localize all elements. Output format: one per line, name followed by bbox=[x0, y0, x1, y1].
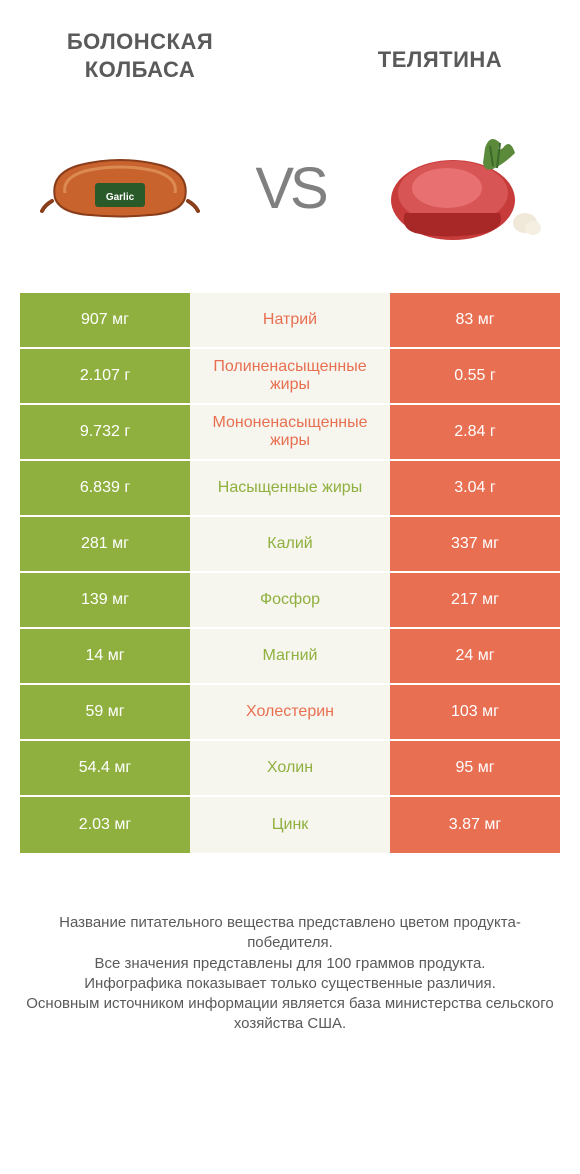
value-right: 337 мг bbox=[390, 517, 560, 571]
value-right: 95 мг bbox=[390, 741, 560, 795]
product-left-title: БОЛОНСКАЯ КОЛБАСА bbox=[30, 28, 250, 83]
images-row: Garlic VS bbox=[0, 93, 580, 293]
value-left: 9.732 г bbox=[20, 405, 190, 459]
value-right: 83 мг bbox=[390, 293, 560, 347]
value-right: 2.84 г bbox=[390, 405, 560, 459]
table-row: 139 мгФосфор217 мг bbox=[20, 573, 560, 629]
value-left: 2.107 г bbox=[20, 349, 190, 403]
title-left-line2: КОЛБАСА bbox=[30, 56, 250, 84]
value-right: 3.87 мг bbox=[390, 797, 560, 853]
footer-line4: Основным источником информации является … bbox=[20, 994, 560, 1035]
svg-text:Garlic: Garlic bbox=[106, 192, 135, 203]
header: БОЛОНСКАЯ КОЛБАСА ТЕЛЯТИНА bbox=[0, 0, 580, 93]
table-row: 2.03 мгЦинк3.87 мг bbox=[20, 797, 560, 853]
value-left: 907 мг bbox=[20, 293, 190, 347]
nutrient-label: Холестерин bbox=[190, 685, 390, 739]
nutrient-label: Фосфор bbox=[190, 573, 390, 627]
product-right-title: ТЕЛЯТИНА bbox=[330, 28, 550, 83]
nutrient-label: Насыщенные жиры bbox=[190, 461, 390, 515]
footer-notes: Название питательного вещества представл… bbox=[20, 913, 560, 1035]
value-left: 139 мг bbox=[20, 573, 190, 627]
product-right-image bbox=[370, 123, 550, 253]
table-row: 2.107 гПолиненасыщенные жиры0.55 г bbox=[20, 349, 560, 405]
table-row: 9.732 гМононенасыщенные жиры2.84 г bbox=[20, 405, 560, 461]
table-row: 907 мгНатрий83 мг bbox=[20, 293, 560, 349]
nutrient-label: Натрий bbox=[190, 293, 390, 347]
comparison-table: 907 мгНатрий83 мг2.107 гПолиненасыщенные… bbox=[20, 293, 560, 853]
value-left: 6.839 г bbox=[20, 461, 190, 515]
product-left-image: Garlic bbox=[30, 123, 210, 253]
value-right: 0.55 г bbox=[390, 349, 560, 403]
value-left: 14 мг bbox=[20, 629, 190, 683]
title-left-line1: БОЛОНСКАЯ bbox=[30, 28, 250, 56]
value-left: 59 мг bbox=[20, 685, 190, 739]
nutrient-label: Магний bbox=[190, 629, 390, 683]
table-row: 54.4 мгХолин95 мг bbox=[20, 741, 560, 797]
nutrient-label: Полиненасыщенные жиры bbox=[190, 349, 390, 403]
table-row: 6.839 гНасыщенные жиры3.04 г bbox=[20, 461, 560, 517]
value-left: 281 мг bbox=[20, 517, 190, 571]
vs-label: VS bbox=[255, 155, 324, 222]
value-right: 24 мг bbox=[390, 629, 560, 683]
nutrient-label: Калий bbox=[190, 517, 390, 571]
footer-line2: Все значения представлены для 100 граммо… bbox=[20, 954, 560, 974]
value-left: 54.4 мг bbox=[20, 741, 190, 795]
nutrient-label: Холин bbox=[190, 741, 390, 795]
value-right: 103 мг bbox=[390, 685, 560, 739]
veal-icon bbox=[375, 128, 545, 248]
table-row: 281 мгКалий337 мг bbox=[20, 517, 560, 573]
nutrient-label: Мононенасыщенные жиры bbox=[190, 405, 390, 459]
nutrient-label: Цинк bbox=[190, 797, 390, 853]
table-row: 59 мгХолестерин103 мг bbox=[20, 685, 560, 741]
value-right: 217 мг bbox=[390, 573, 560, 627]
footer-line3: Инфографика показывает только существенн… bbox=[20, 974, 560, 994]
sausage-icon: Garlic bbox=[40, 153, 200, 223]
footer-line1: Название питательного вещества представл… bbox=[20, 913, 560, 954]
table-row: 14 мгМагний24 мг bbox=[20, 629, 560, 685]
value-right: 3.04 г bbox=[390, 461, 560, 515]
value-left: 2.03 мг bbox=[20, 797, 190, 853]
